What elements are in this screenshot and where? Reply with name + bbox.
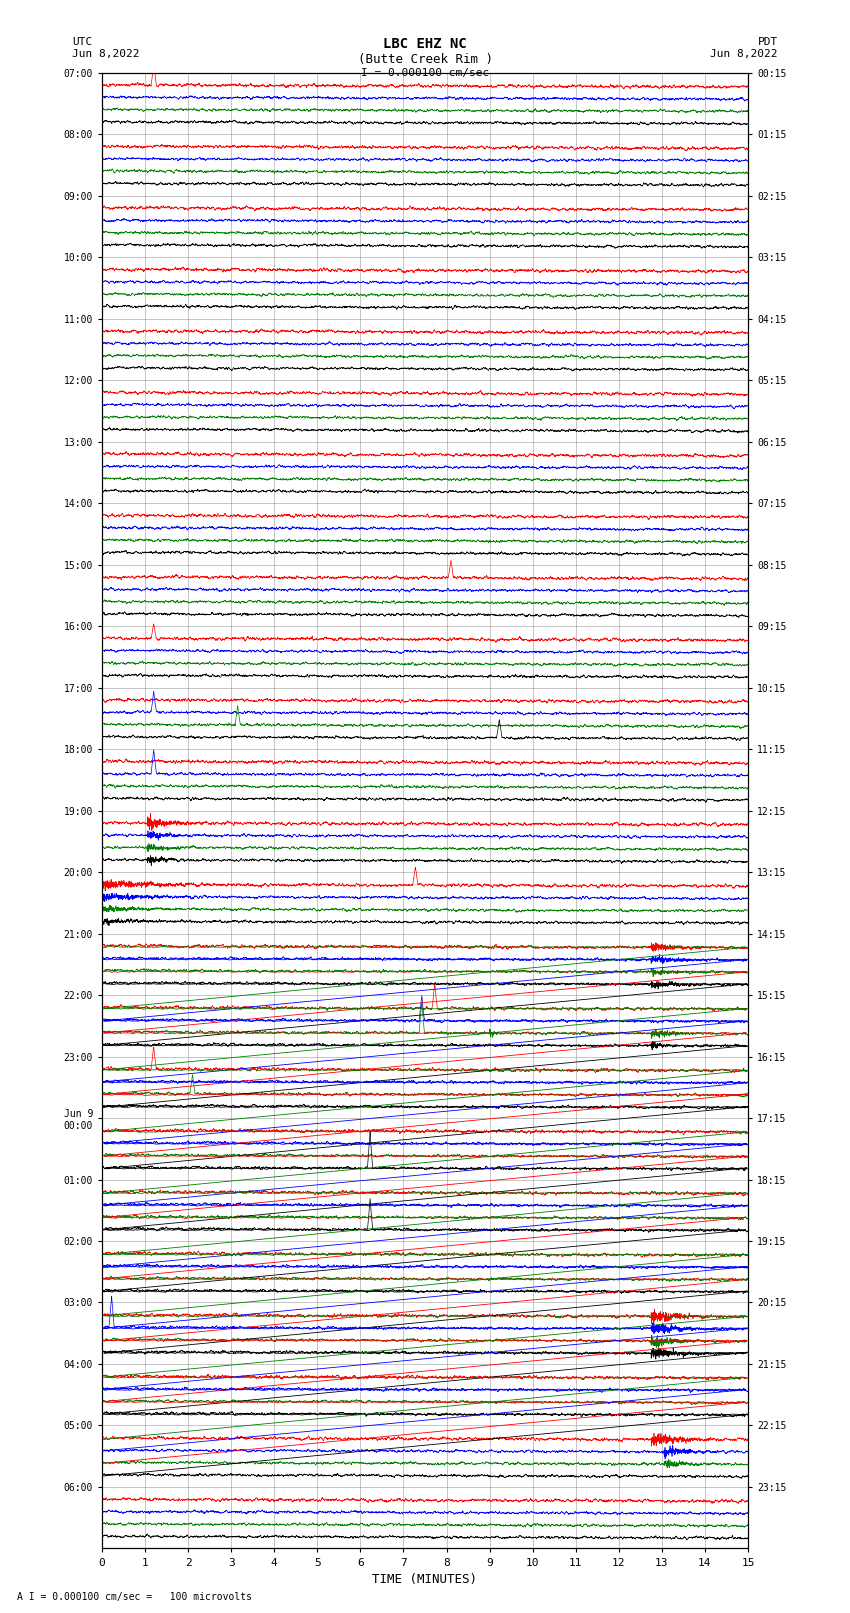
Text: (Butte Creek Rim ): (Butte Creek Rim ) [358, 53, 492, 66]
Text: A I = 0.000100 cm/sec =   100 microvolts: A I = 0.000100 cm/sec = 100 microvolts [17, 1592, 252, 1602]
Text: PDT
Jun 8,2022: PDT Jun 8,2022 [711, 37, 778, 58]
X-axis label: TIME (MINUTES): TIME (MINUTES) [372, 1573, 478, 1586]
Text: UTC
Jun 8,2022: UTC Jun 8,2022 [72, 37, 139, 58]
Text: I = 0.000100 cm/sec: I = 0.000100 cm/sec [361, 68, 489, 77]
Text: LBC EHZ NC: LBC EHZ NC [383, 37, 467, 52]
